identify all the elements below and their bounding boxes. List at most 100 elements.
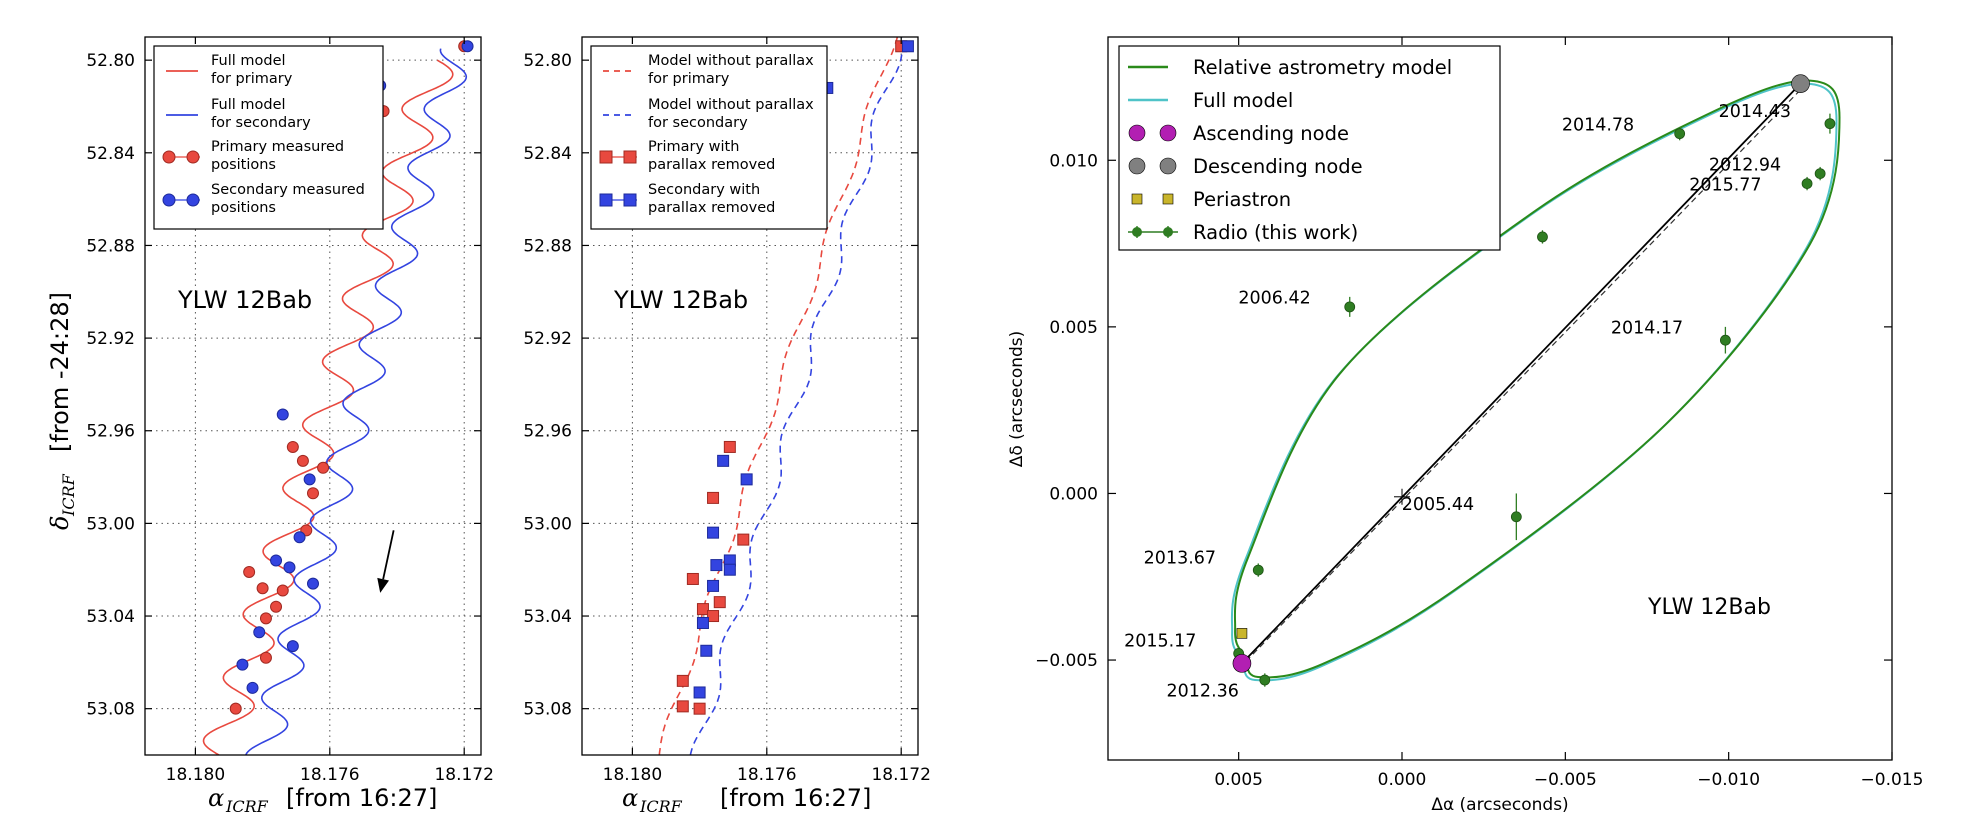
panel-b-frame <box>581 36 919 756</box>
legend-label: for primary <box>211 71 293 87</box>
legend-label: Model without parallax <box>648 97 814 113</box>
y-tick-label: 52.88 <box>523 236 572 256</box>
legend-label: Descending node <box>1193 155 1363 178</box>
radio-point-label: 2013.67 <box>1144 548 1216 568</box>
data-point-square <box>700 644 713 657</box>
legend-label: for primary <box>648 71 730 87</box>
y-tick-label: 52.80 <box>86 51 135 71</box>
legend-label: Full model <box>1193 89 1293 112</box>
radio-point-label: 2014.43 <box>1719 102 1791 122</box>
radio-point <box>1252 564 1264 576</box>
legend-marker-radio <box>1128 226 1178 238</box>
ascending-node-marker <box>1232 654 1252 673</box>
line-of-nodes-dashed <box>1245 87 1803 662</box>
data-point-square <box>676 674 689 687</box>
panel-b-annotation: YLW 12Bab <box>613 286 748 314</box>
legend-label: Primary with <box>648 139 739 155</box>
y-tick-label: 53.08 <box>523 700 572 720</box>
legend-label: Model without parallax <box>648 53 814 69</box>
panel-c-frame <box>1107 36 1893 761</box>
panel-c-marks: 2014.432014.782012.942015.772016.332006.… <box>1124 74 1836 702</box>
x-tick-label: −0.010 <box>1697 770 1760 790</box>
radio-point-label: 2014.78 <box>1562 115 1634 135</box>
radio-point <box>1344 301 1356 313</box>
panel-a-ylabel: δ ICRF [from -24:28] <box>46 292 78 530</box>
data-point <box>276 408 289 421</box>
y-tick-label: 52.80 <box>523 51 572 71</box>
radio-point <box>1674 128 1686 140</box>
data-point <box>317 461 330 474</box>
y-tick-label: 53.00 <box>523 514 572 534</box>
radio-point-label: 2014.17 <box>1611 319 1683 339</box>
orbit-relative-model <box>1233 79 1841 679</box>
data-point <box>246 681 259 694</box>
orbit-full-model <box>1230 82 1838 682</box>
legend-label: positions <box>211 200 276 216</box>
panel-c-legend: Relative astrometry model Full model Asc… <box>1118 45 1501 251</box>
panel-a-ticks: 18.180 18.176 18.172 52.80 52.84 52.88 52.92 52… <box>86 37 494 785</box>
legend-label: Radio (this work) <box>1193 221 1358 244</box>
data-point <box>283 561 296 574</box>
radio-point-label: 2012.36 <box>1167 682 1239 702</box>
panel-b-points <box>676 40 914 715</box>
legend-label: Full model <box>211 53 286 69</box>
panel-a-arrow <box>382 530 395 580</box>
y-tick-label: −0.005 <box>1035 651 1098 671</box>
panel-a-xlabel-sub: ICRF <box>225 797 269 816</box>
model-curve <box>245 48 468 755</box>
data-point-square <box>723 440 736 453</box>
radio-point <box>1537 231 1548 243</box>
data-point-square <box>737 533 750 546</box>
y-tick-label: 0.005 <box>1049 318 1098 338</box>
legend-label: Secondary measured <box>211 182 365 198</box>
data-point-square <box>723 563 736 576</box>
y-tick-label: 0.000 <box>1049 484 1098 504</box>
panel-a-legend: Full model for primary Full model for se… <box>153 45 384 230</box>
panel-b-legend: Model without parallax for primary Model… <box>590 45 828 230</box>
y-tick-label: 53.04 <box>523 607 572 627</box>
legend-marker-secondary-square <box>599 193 637 207</box>
panel-a-annotation: YLW 12Bab <box>177 286 312 314</box>
data-point-square <box>693 702 706 715</box>
radio-point <box>1814 168 1826 180</box>
data-point-square <box>693 686 706 699</box>
radio-point <box>1720 334 1731 346</box>
radio-point-label: 2015.17 <box>1124 632 1196 652</box>
x-tick-label: 0.000 <box>1378 770 1427 790</box>
legend-marker-secondary <box>162 193 200 207</box>
legend-marker-descending-node <box>1128 157 1177 175</box>
data-point-square <box>696 616 709 629</box>
panel-c-ticks: 0.005 0.000 −0.005 −0.010 −0.015 −0.005 0.000 0… <box>1035 37 1923 790</box>
data-point <box>229 702 242 715</box>
panel-a-points <box>229 40 474 715</box>
line-of-nodes <box>1241 83 1802 665</box>
panel-b-xlabel-symbol: α <box>622 784 638 812</box>
x-tick-label: 18.176 <box>737 765 796 785</box>
data-point-square <box>710 559 723 572</box>
legend-label: Relative astrometry model <box>1193 56 1452 79</box>
panel-b-xlabel-text: [from 16:27] <box>720 784 871 812</box>
y-tick-label: 0.010 <box>1049 151 1098 171</box>
data-point <box>461 40 474 53</box>
y-tick-label: 53.08 <box>86 700 135 720</box>
data-point-square <box>707 491 720 504</box>
model-curve <box>689 37 903 755</box>
x-tick-label: 18.180 <box>603 765 662 785</box>
panel-a-xlabel-symbol: α <box>208 784 224 812</box>
data-point <box>296 454 309 467</box>
panel-a-ylabel-symbol: δ <box>46 516 74 530</box>
legend-label: Full model <box>211 97 286 113</box>
panel-c-xlabel: Δα (arcseconds) <box>1431 795 1568 815</box>
y-tick-label: 52.88 <box>86 236 135 256</box>
radio-point <box>1824 118 1836 130</box>
panel-a-frame <box>144 36 482 756</box>
x-tick-label: −0.005 <box>1534 770 1597 790</box>
legend-label: for secondary <box>648 115 748 131</box>
x-tick-label: 18.176 <box>300 765 359 785</box>
radio-point-label: 2006.42 <box>1238 289 1310 309</box>
panel-a-ylabel-text: [from -24:28] <box>46 292 74 452</box>
panel-b-ticks: 18.180 18.176 18.172 52.80 52.84 52.88 52.92 52… <box>523 37 931 785</box>
panel-c-ylabel: Δδ (arcseconds) <box>1007 331 1027 468</box>
x-tick-label: 0.005 <box>1214 770 1263 790</box>
